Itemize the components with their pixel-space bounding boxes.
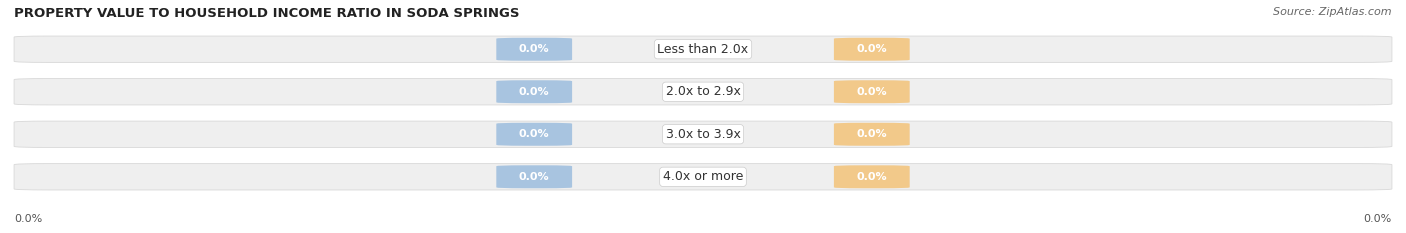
Text: 0.0%: 0.0% xyxy=(519,87,550,97)
Text: 0.0%: 0.0% xyxy=(519,44,550,54)
Text: 0.0%: 0.0% xyxy=(856,129,887,139)
FancyBboxPatch shape xyxy=(14,36,1392,62)
Text: Less than 2.0x: Less than 2.0x xyxy=(658,43,748,56)
FancyBboxPatch shape xyxy=(496,123,572,146)
Text: 0.0%: 0.0% xyxy=(1364,214,1392,224)
Text: 4.0x or more: 4.0x or more xyxy=(662,170,744,183)
Text: 0.0%: 0.0% xyxy=(856,87,887,97)
FancyBboxPatch shape xyxy=(834,123,910,146)
FancyBboxPatch shape xyxy=(834,80,910,103)
FancyBboxPatch shape xyxy=(834,38,910,61)
FancyBboxPatch shape xyxy=(14,79,1392,105)
FancyBboxPatch shape xyxy=(14,164,1392,190)
Text: 0.0%: 0.0% xyxy=(14,214,42,224)
Text: PROPERTY VALUE TO HOUSEHOLD INCOME RATIO IN SODA SPRINGS: PROPERTY VALUE TO HOUSEHOLD INCOME RATIO… xyxy=(14,7,520,20)
FancyBboxPatch shape xyxy=(834,165,910,188)
FancyBboxPatch shape xyxy=(14,121,1392,147)
Text: Source: ZipAtlas.com: Source: ZipAtlas.com xyxy=(1274,7,1392,17)
FancyBboxPatch shape xyxy=(496,80,572,103)
Text: 3.0x to 3.9x: 3.0x to 3.9x xyxy=(665,128,741,141)
Text: 0.0%: 0.0% xyxy=(519,129,550,139)
FancyBboxPatch shape xyxy=(496,165,572,188)
FancyBboxPatch shape xyxy=(496,38,572,61)
Text: 0.0%: 0.0% xyxy=(519,172,550,182)
Text: 0.0%: 0.0% xyxy=(856,44,887,54)
Text: 2.0x to 2.9x: 2.0x to 2.9x xyxy=(665,85,741,98)
Text: 0.0%: 0.0% xyxy=(856,172,887,182)
